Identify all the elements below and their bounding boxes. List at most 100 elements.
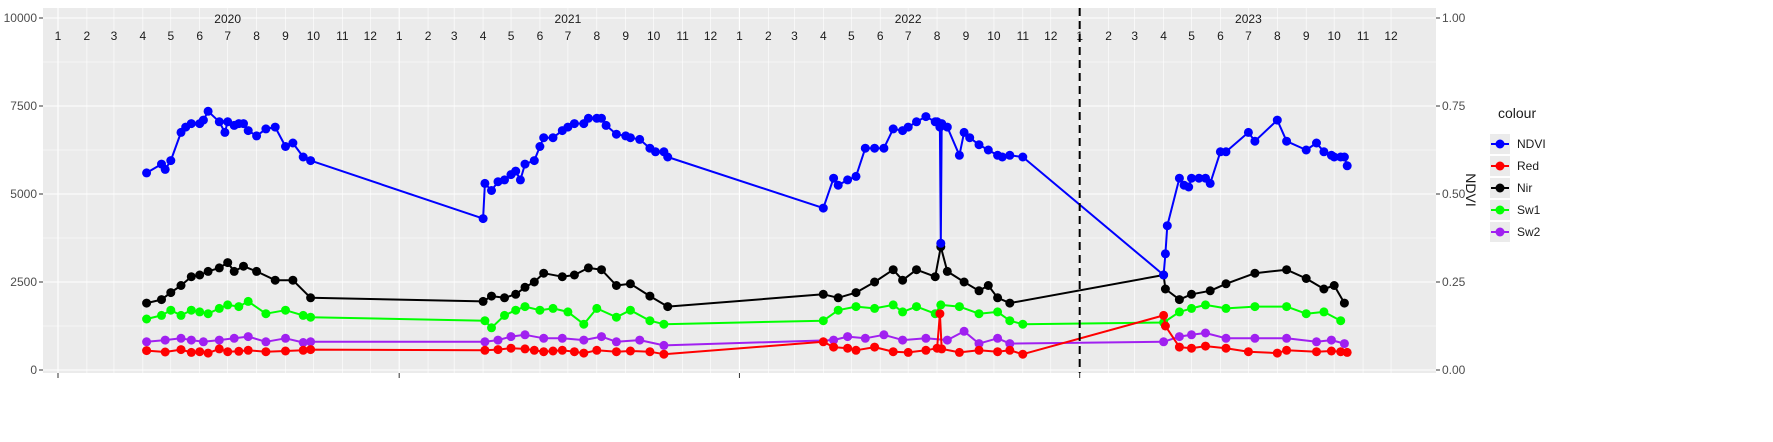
data-point-nir [1205, 286, 1215, 296]
data-point-ndvi [1174, 173, 1184, 183]
data-point-red [659, 349, 669, 359]
data-point-ndvi [942, 122, 952, 132]
data-point-sw1 [500, 310, 509, 320]
month-label: 12 [1044, 29, 1058, 43]
data-point-nir [223, 258, 233, 268]
data-point-ndvi [261, 124, 271, 134]
data-point-sw2 [579, 335, 589, 345]
month-label: 8 [1274, 29, 1281, 43]
data-point-red [520, 344, 530, 354]
data-point-red [214, 344, 224, 354]
year-label: 2022 [895, 12, 922, 26]
data-point-sw1 [166, 305, 176, 315]
data-point-ndvi [997, 152, 1007, 162]
data-point-red [579, 348, 589, 358]
data-point-nir [1005, 298, 1015, 308]
month-label: 12 [1384, 29, 1398, 43]
data-point-nir [157, 295, 166, 305]
data-point-nir [520, 282, 530, 292]
data-point-ndvi [535, 142, 545, 151]
data-point-sw2 [1326, 335, 1336, 345]
data-point-ndvi [965, 133, 975, 143]
data-point-ndvi [1194, 173, 1204, 183]
data-point-nir [1319, 284, 1329, 294]
data-point-sw2 [879, 330, 889, 340]
data-point-nir [625, 279, 635, 289]
data-point-sw1 [1250, 302, 1260, 312]
data-point-sw1 [936, 300, 946, 310]
data-point-nir [306, 293, 316, 303]
data-point-sw2 [1282, 333, 1292, 343]
month-label: 6 [1217, 29, 1224, 43]
legend-label: Nir [1517, 181, 1532, 195]
left-tick-label: 7500 [10, 99, 37, 113]
data-point-sw2 [176, 333, 186, 343]
legend: colour NDVI Red Nir Sw1 Sw2 [1490, 105, 1546, 242]
month-label: 5 [167, 29, 174, 43]
data-point-ndvi [983, 145, 993, 155]
data-point-red [1312, 347, 1321, 357]
data-point-ndvi [1162, 221, 1172, 231]
month-label: 1 [736, 29, 743, 43]
data-point-ndvi [1221, 147, 1231, 157]
data-point-sw2 [1221, 333, 1231, 343]
data-point-sw1 [223, 300, 233, 310]
data-point-red [1326, 346, 1336, 356]
data-point-red [1159, 310, 1169, 320]
data-point-sw1 [281, 305, 290, 315]
left-tick-label: 10000 [4, 11, 38, 25]
month-label: 1 [55, 29, 62, 43]
data-point-ndvi [252, 131, 262, 141]
data-point-sw1 [851, 302, 861, 312]
data-point-sw1 [243, 296, 253, 306]
data-point-ndvi [1159, 270, 1169, 280]
data-point-red [281, 346, 290, 356]
data-point-nir [500, 293, 509, 303]
data-point-ndvi [888, 124, 898, 134]
data-point-sw2 [214, 335, 224, 345]
data-point-ndvi [851, 171, 861, 181]
data-point-red [1005, 345, 1015, 355]
data-point-ndvi [597, 113, 606, 123]
data-point-ndvi [520, 159, 530, 169]
data-point-sw2 [186, 335, 196, 345]
data-point-ndvi [306, 156, 316, 166]
data-point-sw1 [659, 319, 669, 329]
data-point-nir [912, 265, 921, 275]
data-point-nir [557, 272, 567, 282]
series-line-red [146, 312, 1348, 356]
data-point-nir [195, 270, 205, 280]
data-point-ndvi [142, 168, 152, 178]
data-point-sw2 [898, 335, 908, 345]
month-label: 8 [253, 29, 260, 43]
month-label: 4 [1160, 29, 1167, 43]
data-point-red [186, 347, 196, 357]
data-point-red [493, 345, 503, 355]
data-point-sw1 [306, 312, 316, 322]
data-point-sw2 [1159, 337, 1169, 347]
data-point-red [851, 345, 861, 355]
data-point-red [870, 342, 880, 352]
data-point-sw1 [888, 300, 898, 310]
data-point-sw1 [1319, 307, 1329, 317]
data-point-sw2 [480, 337, 490, 347]
data-point-red [1160, 321, 1170, 331]
data-point-ndvi [921, 112, 931, 122]
data-point-ndvi [583, 113, 593, 123]
data-point-ndvi [214, 117, 224, 127]
series-ndvi [142, 106, 1352, 280]
data-point-nir [851, 288, 861, 298]
data-point-ndvi [198, 115, 208, 125]
data-point-red [974, 345, 984, 355]
data-point-sw1 [1018, 319, 1028, 329]
data-point-sw2 [829, 335, 839, 345]
data-point-ndvi [480, 178, 490, 188]
data-point-red [1272, 348, 1282, 358]
month-label: 6 [877, 29, 884, 43]
year-label: 2021 [555, 12, 582, 26]
data-point-sw2 [160, 335, 170, 345]
legend-key-point [1495, 161, 1505, 171]
data-point-ndvi [860, 143, 870, 153]
data-point-sw1 [1221, 303, 1231, 313]
data-point-nir [663, 302, 673, 312]
